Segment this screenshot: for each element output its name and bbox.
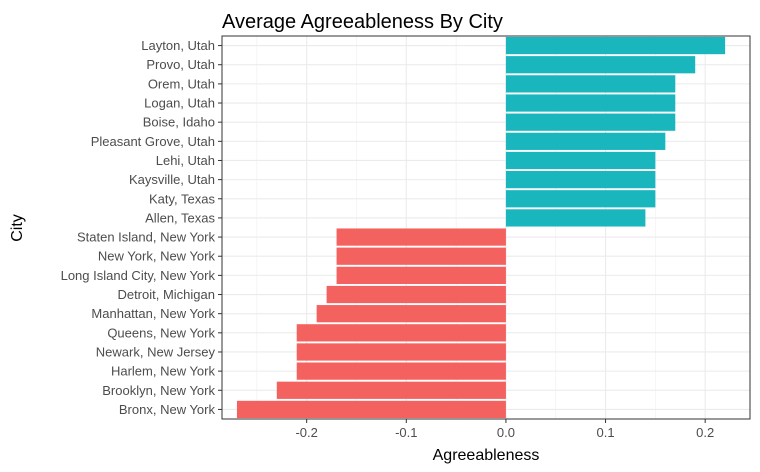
plot-border bbox=[221, 35, 751, 420]
y-tick-label: Kaysville, Utah bbox=[129, 172, 215, 187]
chart-title: Average Agreeableness By City bbox=[222, 11, 503, 33]
y-tick-label: Queens, New York bbox=[107, 325, 215, 340]
y-axis-title: City bbox=[9, 214, 26, 242]
y-tick-label: Lehi, Utah bbox=[156, 153, 215, 168]
x-axis-title: Agreeableness bbox=[433, 447, 540, 464]
y-tick-label: Newark, New Jersey bbox=[96, 344, 216, 359]
bar bbox=[336, 266, 506, 284]
y-tick-label: Brooklyn, New York bbox=[102, 383, 215, 398]
y-tick-label: Long Island City, New York bbox=[61, 268, 216, 283]
x-tick-label: -0.1 bbox=[395, 425, 417, 440]
y-tick-label: Provo, Utah bbox=[146, 57, 215, 72]
bars bbox=[236, 36, 726, 419]
bar bbox=[326, 285, 506, 304]
y-tick-label: Detroit, Michigan bbox=[117, 287, 215, 302]
y-tick-label: Staten Island, New York bbox=[77, 230, 216, 245]
plot-panel bbox=[221, 35, 751, 420]
y-tick-label: Bronx, New York bbox=[119, 402, 216, 417]
bar bbox=[296, 343, 506, 361]
x-tick-label: 0.1 bbox=[597, 425, 615, 440]
bar bbox=[505, 75, 676, 93]
bar bbox=[276, 381, 506, 399]
bar bbox=[505, 132, 666, 150]
bar bbox=[505, 209, 646, 227]
y-tick-label: Boise, Idaho bbox=[143, 115, 215, 130]
bar bbox=[505, 56, 696, 74]
y-tick-label: Manhattan, New York bbox=[91, 306, 215, 321]
y-tick-label: Allen, Texas bbox=[145, 210, 215, 225]
y-tick-label: Orem, Utah bbox=[148, 76, 215, 91]
bar bbox=[505, 190, 656, 208]
bar bbox=[505, 151, 656, 170]
y-tick-label: New York, New York bbox=[98, 249, 216, 264]
x-tick-label: 0.0 bbox=[497, 425, 515, 440]
bar bbox=[296, 362, 506, 380]
bar bbox=[316, 305, 506, 323]
bar bbox=[505, 36, 726, 55]
bar bbox=[505, 113, 676, 131]
bar bbox=[336, 228, 506, 246]
bar bbox=[505, 94, 676, 112]
y-tick-label: Logan, Utah bbox=[144, 96, 215, 111]
bar bbox=[236, 400, 506, 419]
bar bbox=[505, 171, 656, 189]
x-axis-ticks: -0.2 -0.1 0.0 0.1 0.2 bbox=[295, 419, 714, 440]
bar bbox=[336, 247, 506, 265]
y-tick-label: Harlem, New York bbox=[111, 364, 216, 379]
y-tick-label: Layton, Utah bbox=[141, 38, 215, 53]
y-axis-ticks: Layton, Utah Provo, Utah Orem, Utah Logan, … bbox=[61, 38, 222, 417]
y-tick-label: Katy, Texas bbox=[149, 191, 215, 206]
bar bbox=[296, 324, 506, 342]
y-tick-label: Pleasant Grove, Utah bbox=[91, 134, 215, 149]
x-tick-label: -0.2 bbox=[295, 425, 317, 440]
x-tick-label: 0.2 bbox=[696, 425, 714, 440]
